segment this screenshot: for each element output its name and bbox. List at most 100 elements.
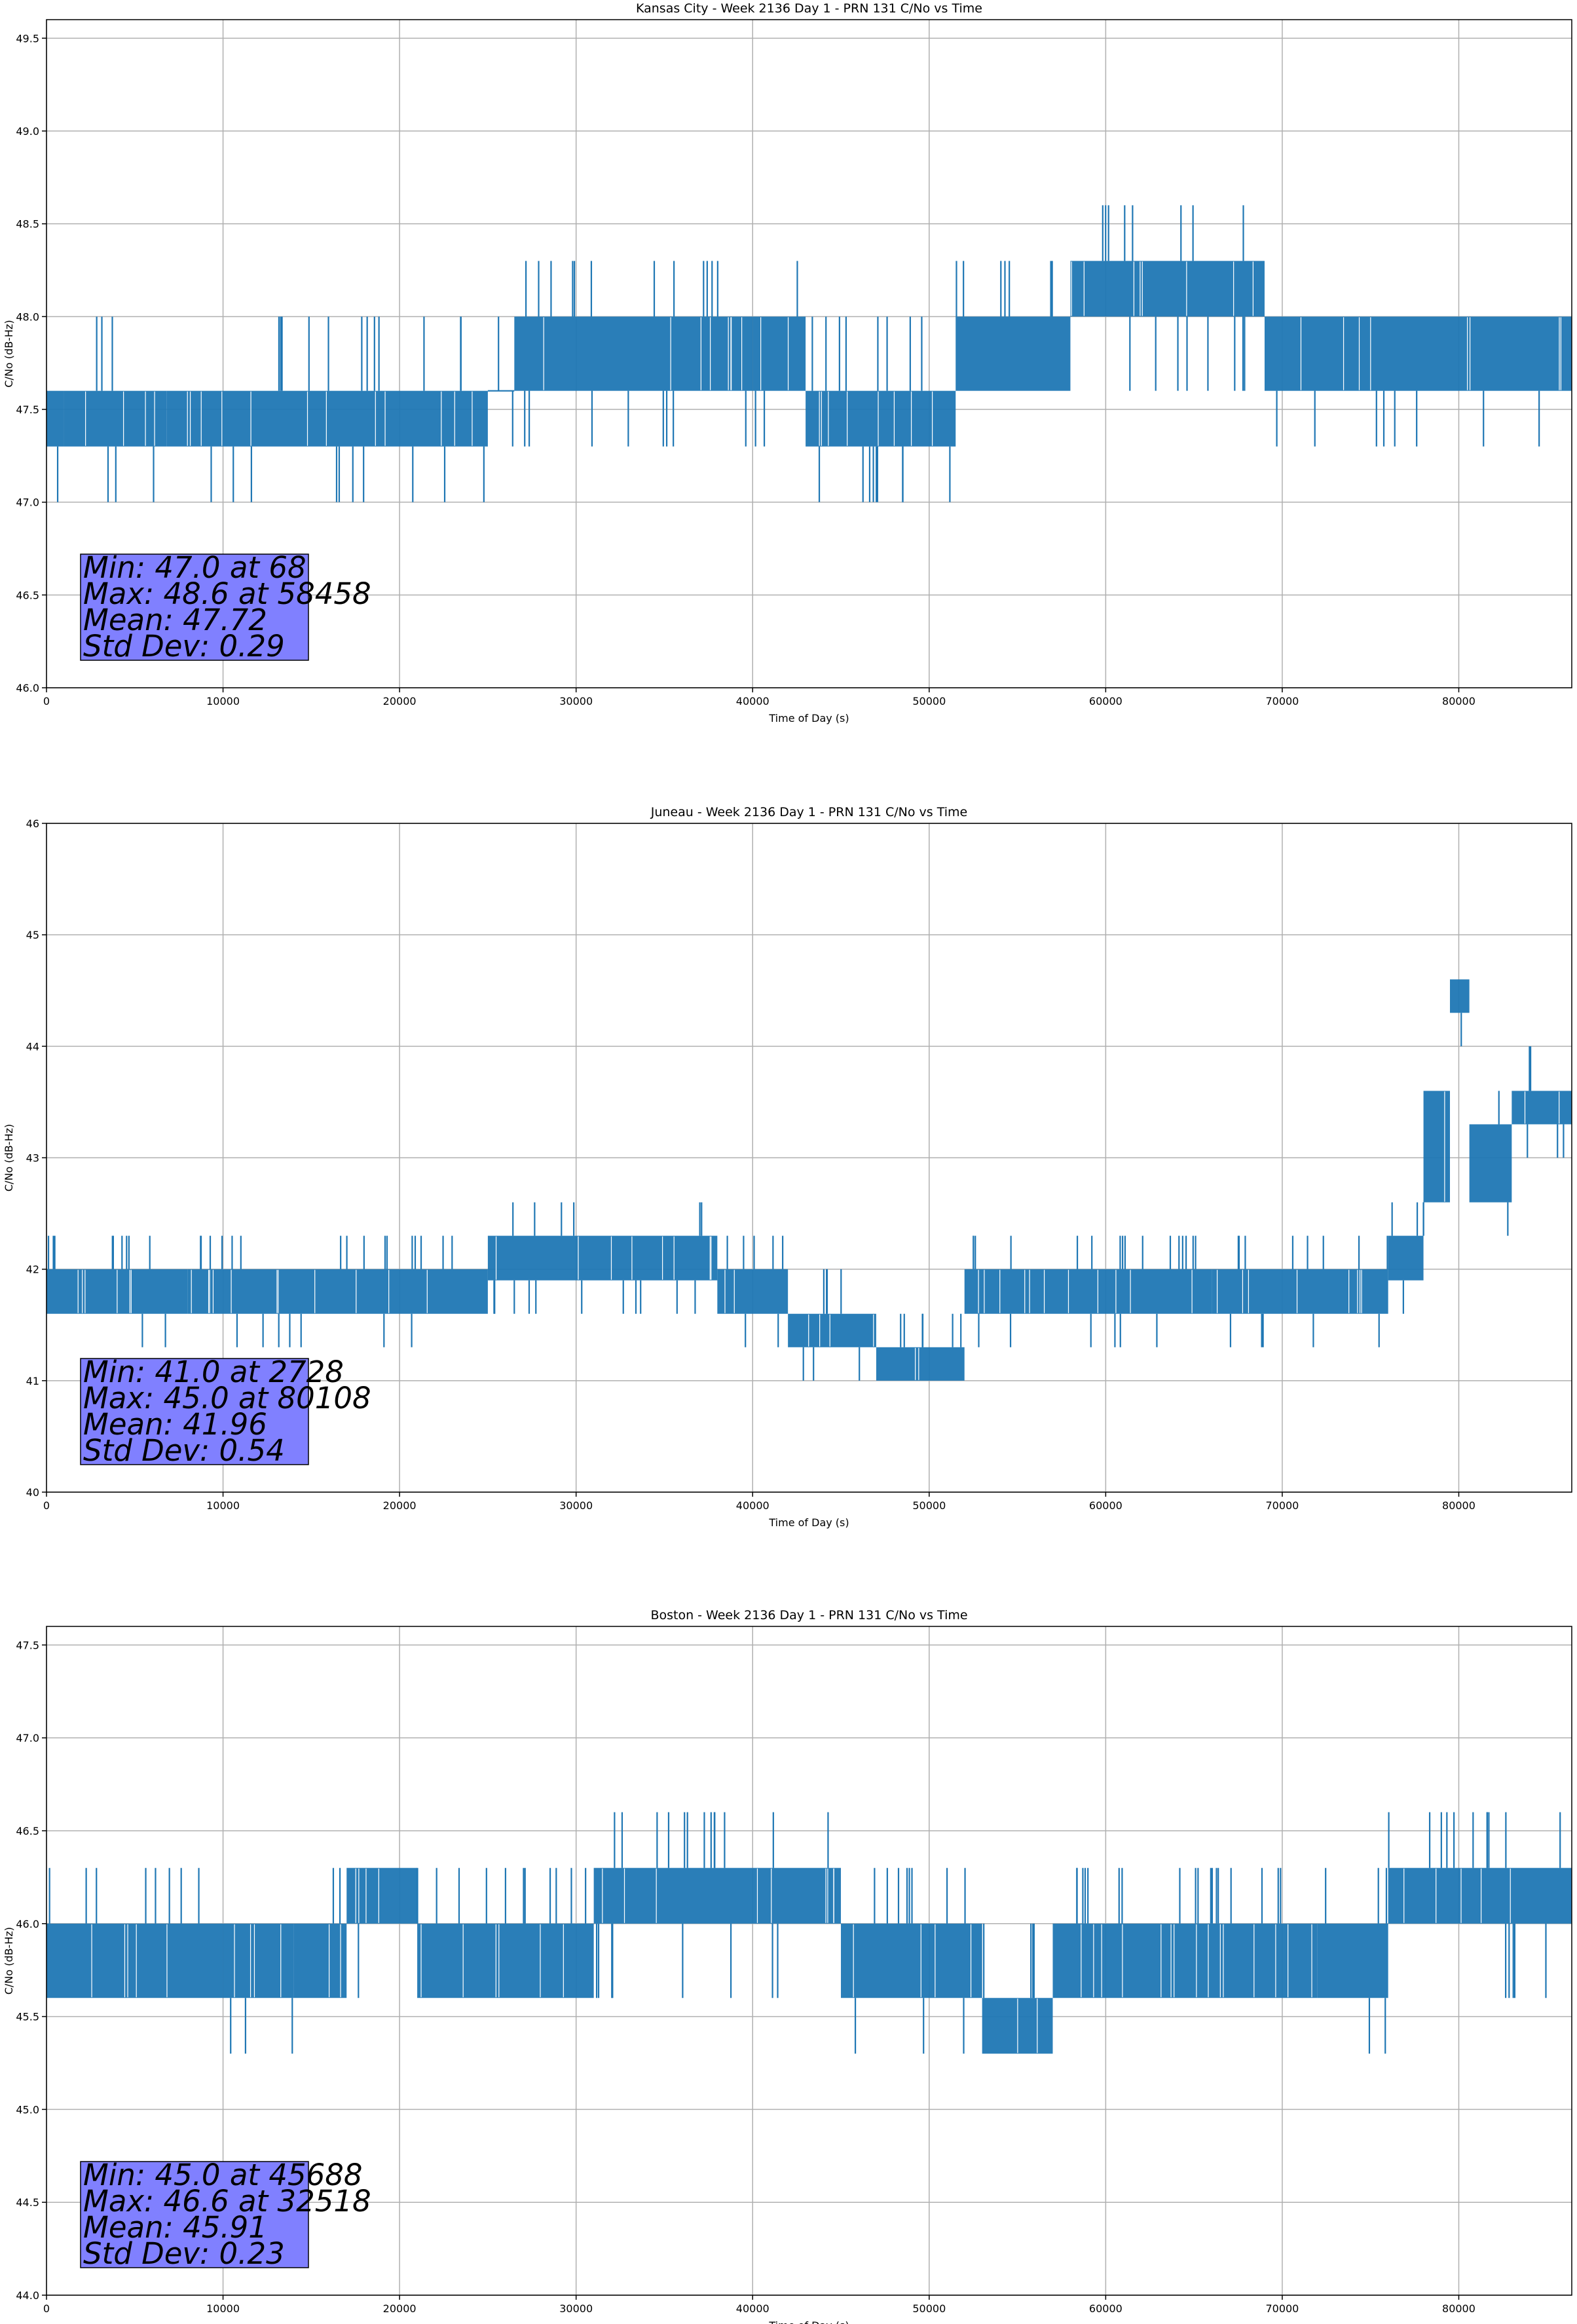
series-band <box>841 1923 982 1998</box>
x-tick-label: 10000 <box>206 2302 240 2315</box>
y-tick-label: 44.5 <box>16 2196 39 2209</box>
series-band <box>752 316 806 391</box>
x-tick-label: 20000 <box>383 1499 417 1512</box>
series-band <box>46 1923 223 1998</box>
x-tick-label: 0 <box>43 695 50 707</box>
stats-line: Std Dev: 0.23 <box>83 2236 285 2271</box>
stats-line: Min: 41.0 at 2728 <box>83 1355 344 1389</box>
series-band <box>964 1269 1212 1314</box>
series-band <box>1052 1923 1318 1998</box>
series-band <box>788 1313 876 1347</box>
chart-0: 0 10000 20000 30000 40000 50000 60000 70000 8000… <box>3 1 1572 724</box>
x-tick-label: 60000 <box>1089 695 1122 707</box>
series-band <box>1070 261 1265 317</box>
chart-title: Boston - Week 2136 Day 1 - PRN 131 C/No … <box>650 1608 967 1622</box>
axes-frame <box>46 1626 1572 2296</box>
series-band <box>1388 1235 1424 1281</box>
y-tick-label: 45.5 <box>16 2011 39 2023</box>
series-band <box>1512 1091 1572 1125</box>
series-band <box>46 390 64 447</box>
x-tick-label: 30000 <box>559 695 593 707</box>
y-tick-label: 46 <box>26 817 39 830</box>
chart-title: Juneau - Week 2136 Day 1 - PRN 131 C/No … <box>650 805 968 819</box>
y-tick-label: 49.0 <box>16 125 39 138</box>
x-tick-label: 70000 <box>1265 2302 1299 2315</box>
chart-1: 0 10000 20000 30000 40000 50000 60000 70000 8000… <box>3 805 1572 1529</box>
y-axis-label: C/No (dB-Hz) <box>3 1124 15 1191</box>
series-band <box>293 1923 347 1998</box>
series-band <box>1469 1124 1512 1203</box>
series-band <box>593 1867 842 1924</box>
x-tick-label: 20000 <box>383 2302 417 2315</box>
y-tick-label: 48.0 <box>16 310 39 323</box>
y-tick-label: 48.5 <box>16 218 39 231</box>
series-band <box>487 1235 718 1281</box>
x-tick-label: 40000 <box>736 2302 770 2315</box>
series-band <box>806 390 956 447</box>
series-band <box>166 390 250 447</box>
stats-box <box>80 2161 309 2268</box>
stats-box <box>80 1358 309 1465</box>
x-tick-label: 70000 <box>1265 1499 1299 1512</box>
series-band <box>1388 1867 1572 1924</box>
x-tick-label: 10000 <box>206 1499 240 1512</box>
y-tick-label: 40 <box>26 1486 39 1499</box>
y-tick-label: 45 <box>26 929 39 941</box>
series-band <box>514 316 753 391</box>
x-tick-label: 60000 <box>1089 1499 1122 1512</box>
series-band <box>955 316 1071 391</box>
x-tick-label: 50000 <box>912 2302 946 2315</box>
series-band <box>876 1347 965 1381</box>
y-tick-label: 45.0 <box>16 2103 39 2116</box>
x-tick-label: 50000 <box>912 695 946 707</box>
x-tick-label: 40000 <box>736 695 770 707</box>
series-band <box>187 1269 488 1314</box>
y-tick-label: 46.5 <box>16 1825 39 1837</box>
series-band <box>223 1923 294 1998</box>
series-line <box>46 205 1572 502</box>
series-band <box>1450 979 1470 1013</box>
stats-box <box>80 553 309 661</box>
stats-line: Max: 48.6 at 58458 <box>83 576 371 611</box>
x-tick-label: 80000 <box>1442 2302 1475 2315</box>
y-tick-label: 43 <box>26 1152 39 1165</box>
series-line <box>46 1812 1572 2054</box>
y-tick-label: 47.5 <box>16 1639 39 1651</box>
y-tick-label: 44 <box>26 1040 39 1053</box>
y-tick-label: 46.5 <box>16 589 39 601</box>
series-band <box>1317 1923 1388 1998</box>
x-axis-label: Time of Day (s) <box>768 712 849 724</box>
chart-2: 0 10000 20000 30000 40000 50000 60000 70000 8000… <box>3 1608 1572 2324</box>
y-tick-label: 42 <box>26 1264 39 1276</box>
x-axis-label: Time of Day (s) <box>768 1516 849 1529</box>
stats-line: Max: 45.0 at 80108 <box>83 1381 371 1415</box>
y-tick-label: 46.0 <box>16 682 39 694</box>
series-band <box>346 1867 418 1924</box>
stats-line: Std Dev: 0.54 <box>83 1433 285 1468</box>
y-tick-label: 49.5 <box>16 32 39 45</box>
chart-title: Kansas City - Week 2136 Day 1 - PRN 131 … <box>636 1 982 16</box>
x-tick-label: 70000 <box>1265 695 1299 707</box>
x-tick-label: 80000 <box>1442 695 1475 707</box>
stats-line: Std Dev: 0.29 <box>83 629 285 664</box>
y-axis-label: C/No (dB-Hz) <box>3 1927 15 1995</box>
stats-line: Mean: 41.96 <box>83 1407 267 1442</box>
y-tick-label: 41 <box>26 1375 39 1387</box>
x-tick-label: 0 <box>43 2302 50 2315</box>
x-tick-label: 80000 <box>1442 1499 1475 1512</box>
x-tick-label: 30000 <box>559 2302 593 2315</box>
x-tick-label: 50000 <box>912 1499 946 1512</box>
x-tick-label: 0 <box>43 1499 50 1512</box>
y-axis-label: C/No (dB-Hz) <box>3 320 15 387</box>
y-tick-label: 47.0 <box>16 497 39 509</box>
stats-line: Min: 45.0 at 45688 <box>83 2158 363 2192</box>
series-band <box>249 390 488 447</box>
x-tick-label: 30000 <box>559 1499 593 1512</box>
stats-line: Mean: 45.91 <box>83 2210 267 2245</box>
series-band <box>1423 1091 1451 1203</box>
series-band <box>1264 316 1572 391</box>
stats-line: Max: 46.6 at 32518 <box>83 2184 371 2219</box>
series-band <box>717 1269 788 1314</box>
